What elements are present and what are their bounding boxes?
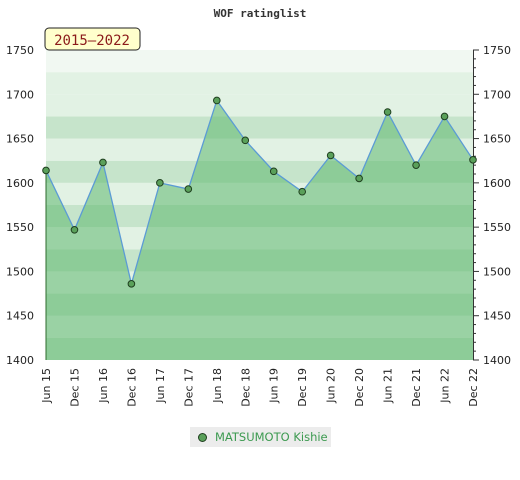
- data-point: [127, 280, 136, 288]
- y-tick-label-left: 1400: [6, 354, 34, 367]
- data-points: [42, 96, 477, 288]
- data-point: [298, 187, 307, 196]
- data-point: [383, 108, 392, 116]
- x-tick-label: Jun 22: [439, 368, 452, 404]
- legend-marker-icon: [198, 432, 207, 442]
- band: [46, 50, 473, 73]
- y-tick-label-right: 1600: [483, 177, 511, 190]
- y-tick-label-left: 1650: [6, 133, 34, 146]
- x-tick-label: Dec 22: [467, 368, 480, 407]
- y-tick-label-right: 1500: [483, 265, 511, 278]
- data-point: [269, 167, 278, 176]
- data-point: [469, 156, 477, 164]
- area-fill: [46, 100, 473, 360]
- period-badge: 2015–2022: [44, 27, 141, 51]
- y-tick-label-right: 1750: [483, 44, 511, 57]
- band: [46, 94, 473, 117]
- x-tick-label: Dec 15: [68, 368, 81, 407]
- tick-labels: 1400 1400 1450 1450 1500 1500 1550 1550 1600 1600…: [6, 44, 511, 407]
- y-tick-label-left: 1500: [6, 265, 34, 278]
- data-point: [184, 185, 193, 193]
- y-tick-label-left: 1600: [6, 177, 34, 190]
- series-area: [45, 99, 474, 360]
- legend-label: MATSUMOTO Kishie: [215, 430, 328, 444]
- band: [46, 72, 473, 95]
- y-tick-label-left: 1450: [6, 310, 34, 323]
- x-tick-label: Dec 18: [239, 368, 252, 407]
- x-tick-label: Dec 19: [296, 368, 309, 407]
- x-tick-label: Jun 16: [97, 368, 110, 404]
- band: [46, 116, 473, 139]
- data-point: [412, 161, 420, 169]
- data-point: [440, 112, 449, 121]
- data-point: [156, 179, 164, 187]
- data-point: [241, 136, 250, 145]
- x-tick-label: Jun 20: [325, 368, 338, 404]
- chart-title: WOF ratinglist: [214, 7, 307, 20]
- x-tick-label: Jun 15: [40, 368, 53, 404]
- y-tick-label-right: 1400: [483, 354, 511, 367]
- x-tick-label: Dec 20: [353, 368, 366, 407]
- x-tick-label: Dec 21: [410, 368, 423, 407]
- period-badge-text: 2015–2022: [54, 33, 130, 49]
- data-point: [326, 151, 335, 160]
- period-badge-box: [44, 27, 141, 51]
- x-tick-label: Jun 18: [211, 368, 224, 404]
- data-point: [42, 166, 50, 175]
- series-line: [45, 99, 474, 285]
- y-tick-label-right: 1550: [483, 221, 511, 234]
- y-tick-label-left: 1750: [6, 44, 34, 57]
- y-tick-label-left: 1700: [6, 88, 34, 101]
- y-tick-label-right: 1700: [483, 88, 511, 101]
- axes: [45, 49, 479, 361]
- data-point: [213, 96, 221, 105]
- y-tick-label-right: 1650: [483, 133, 511, 146]
- x-tick-label: Jun 19: [268, 368, 281, 404]
- data-point: [355, 174, 363, 183]
- x-tick-label: Dec 17: [182, 368, 195, 407]
- y-tick-label-left: 1550: [6, 221, 34, 234]
- band: [46, 138, 473, 161]
- x-tick-label: Jun 21: [382, 368, 395, 404]
- x-tick-label: Jun 17: [154, 368, 167, 404]
- legend[interactable]: MATSUMOTO Kishie: [190, 427, 331, 447]
- data-point: [70, 226, 79, 234]
- data-point: [99, 158, 107, 167]
- x-tick-label: Dec 16: [125, 368, 138, 407]
- y-tick-label-right: 1450: [483, 310, 511, 323]
